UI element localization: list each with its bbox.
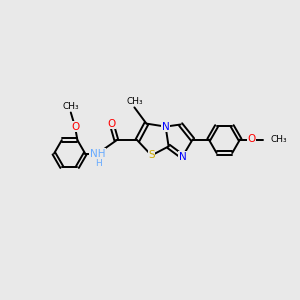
Text: O: O — [71, 122, 79, 132]
Text: NH: NH — [90, 148, 105, 159]
Text: CH₃: CH₃ — [126, 97, 143, 106]
Text: CH₃: CH₃ — [271, 135, 287, 144]
Text: O: O — [107, 118, 116, 129]
Text: O: O — [247, 134, 256, 145]
Text: H: H — [96, 159, 102, 168]
Text: N: N — [162, 122, 170, 132]
Text: S: S — [148, 150, 155, 161]
Text: CH₃: CH₃ — [62, 102, 79, 111]
Text: N: N — [178, 152, 186, 162]
